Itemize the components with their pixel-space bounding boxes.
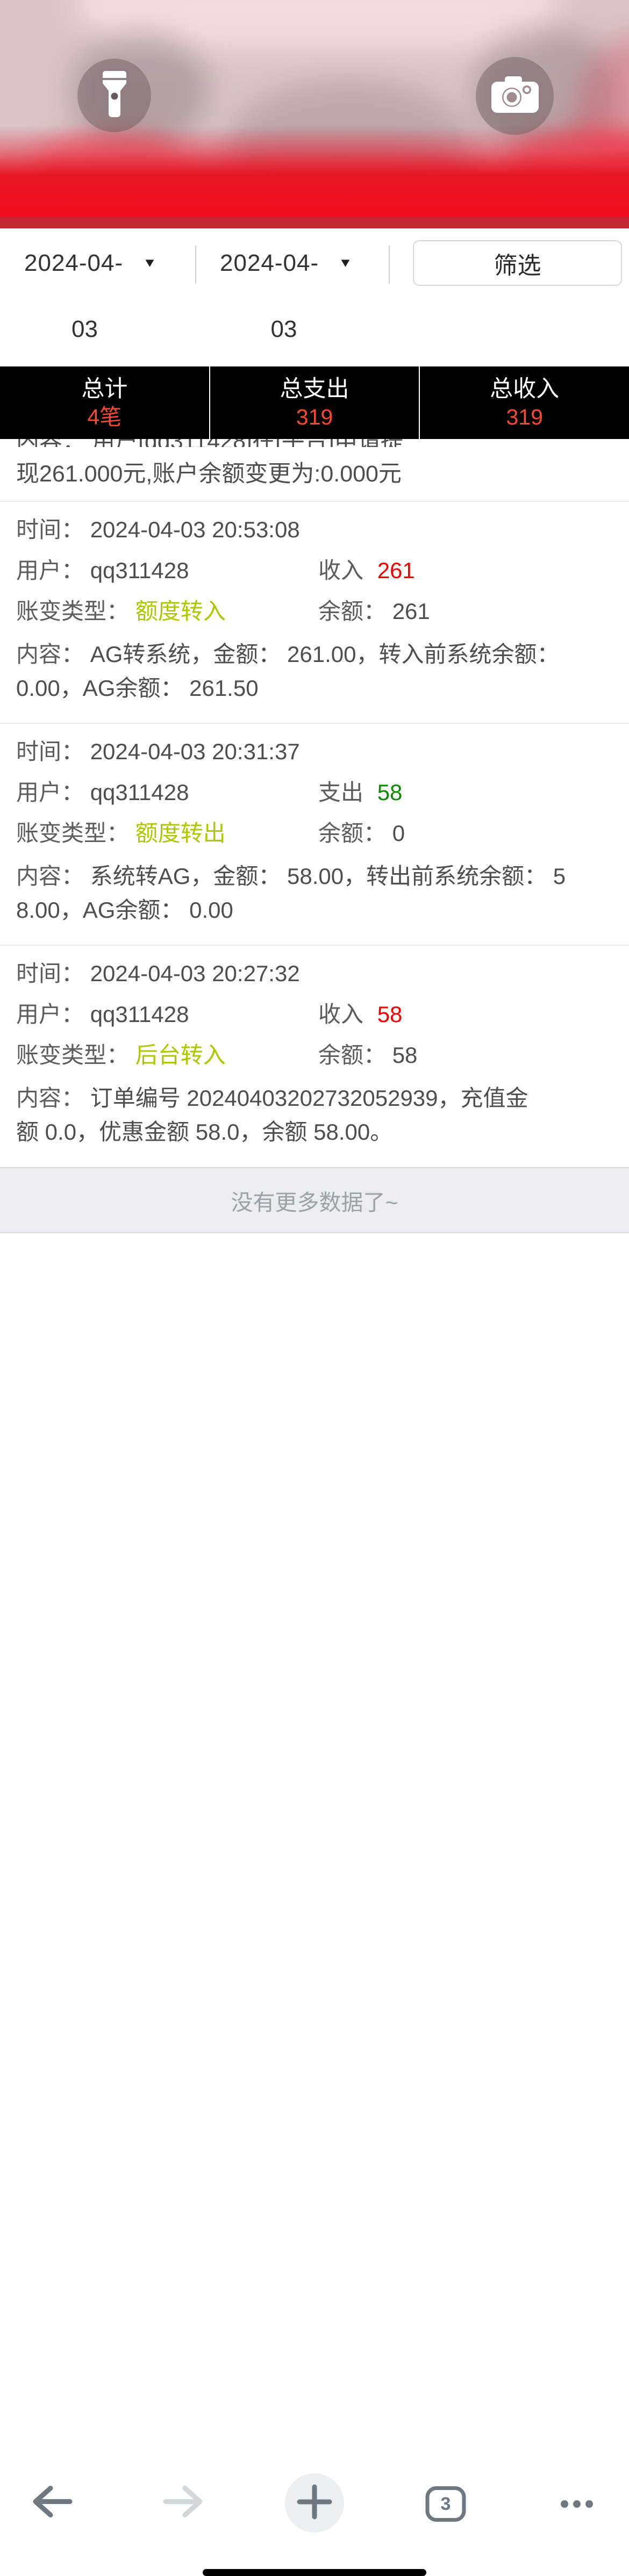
summary-bar: 总计 4笔 总支出 319 总收入 319 [0, 366, 629, 439]
summary-income-label: 总收入 [490, 376, 560, 402]
user-label: 用户： [16, 558, 84, 583]
summary-expense: 总支出 319 [209, 366, 419, 439]
flow-label: 支出 [318, 780, 364, 805]
tab-count: 3 [440, 2493, 451, 2514]
date-from-value: 2024-04- [24, 249, 124, 276]
record-item: 时间： 2024-04-03 20:27:32 用户： qq311428 收入 … [0, 945, 629, 1167]
clipped-text-line: 内容： 用户[qq311428]在[平台]申请提 [16, 439, 613, 447]
partial-record: 内容： 用户[qq311428]在[平台]申请提 现261.000元,账户余额变… [0, 439, 629, 501]
flashlight-icon [102, 71, 126, 120]
summary-total-value: 4笔 [87, 405, 122, 429]
date-to-day: 03 [270, 316, 297, 342]
date-from-select[interactable]: 2024-04- ▼ [24, 240, 157, 286]
flow-value: 261 [377, 558, 415, 583]
dot [573, 2500, 581, 2508]
camera-icon [490, 75, 540, 117]
no-more-data-text: 没有更多数据了~ [231, 1190, 398, 1215]
tabs-button[interactable]: 3 [425, 2486, 466, 2522]
content-label: 内容： [16, 864, 84, 889]
forward-arrow-icon [161, 2486, 205, 2522]
caret-down-icon: ▼ [142, 256, 157, 270]
summary-total: 总计 4笔 [0, 366, 209, 439]
flashlight-button[interactable] [77, 59, 151, 132]
camera-button[interactable] [476, 57, 554, 135]
change-type-label: 账变类型： [16, 1042, 130, 1068]
back-arrow-icon [30, 2486, 74, 2522]
time-label: 时间： [16, 739, 84, 764]
balance-label: 余额： [318, 1042, 387, 1068]
record-content: 内容： 订单编号 20240403202732052939，充值金 额 0.0，… [16, 1085, 528, 1145]
dot [585, 2500, 593, 2508]
no-more-data-banner: 没有更多数据了~ [0, 1167, 629, 1233]
time-label: 时间： [16, 961, 84, 986]
time-value: 2024-04-03 20:27:32 [90, 961, 300, 986]
change-type-value: 额度转出 [135, 821, 226, 846]
balance-value: 0 [392, 821, 405, 846]
summary-expense-label: 总支出 [280, 376, 349, 402]
home-indicator[interactable] [203, 2569, 426, 2576]
change-type-label: 账变类型： [16, 821, 130, 846]
summary-income-value: 319 [506, 405, 543, 429]
time-label: 时间： [16, 517, 84, 542]
balance-value: 58 [392, 1042, 418, 1068]
flow-value: 58 [377, 780, 403, 805]
filter-bar: 2024-04- ▼ 2024-04- ▼ 筛选 03 03 [0, 228, 629, 366]
change-type-value: 额度转入 [135, 599, 226, 624]
divider [389, 246, 390, 284]
record-content: 内容： 系统转AG，金额： 58.00，转出前系统余额： 5 8.00，AG余额… [16, 864, 566, 923]
add-button[interactable] [285, 2473, 344, 2532]
record-item: 时间： 2024-04-03 20:31:37 用户： qq311428 支出 … [0, 723, 629, 945]
summary-expense-value: 319 [296, 405, 333, 429]
filter-button[interactable]: 筛选 [413, 240, 622, 286]
balance-label: 余额： [318, 821, 387, 846]
change-type-label: 账变类型： [16, 599, 130, 624]
record-item: 时间： 2024-04-03 20:53:08 用户： qq311428 收入 … [0, 501, 629, 723]
user-label: 用户： [16, 780, 84, 805]
records-list: 内容： 用户[qq311428]在[平台]申请提 现261.000元,账户余额变… [0, 439, 629, 1167]
date-from-day: 03 [72, 316, 98, 342]
forward-button[interactable] [161, 2484, 205, 2522]
change-type-value: 后台转入 [135, 1042, 226, 1068]
time-value: 2024-04-03 20:53:08 [90, 517, 300, 542]
record-content: 内容： AG转系统，金额： 261.00，转入前系统余额： 0.00，AG余额：… [16, 642, 560, 701]
user-value: qq311428 [90, 558, 189, 583]
user-value: qq311428 [90, 780, 189, 805]
summary-total-label: 总计 [81, 376, 128, 402]
user-label: 用户： [16, 1002, 84, 1027]
date-to-select[interactable]: 2024-04- ▼ [220, 240, 353, 286]
plus-icon [295, 2483, 334, 2524]
dark-red-strip [0, 217, 629, 228]
flow-value: 58 [377, 1002, 403, 1027]
divider [195, 246, 196, 284]
content-label: 内容： [16, 1085, 84, 1111]
partial-record-text: 现261.000元,账户余额变更为:0.000元 [16, 461, 402, 487]
back-button[interactable] [30, 2484, 74, 2522]
caret-down-icon: ▼ [338, 256, 353, 270]
more-menu-button[interactable] [561, 2500, 593, 2508]
flow-label: 收入 [318, 558, 364, 583]
balance-label: 余额： [318, 599, 387, 624]
time-value: 2024-04-03 20:31:37 [90, 739, 300, 764]
date-to-value: 2024-04- [220, 249, 319, 276]
content-label: 内容： [16, 642, 84, 667]
browser-toolbar: 3 [0, 1233, 629, 2576]
dot [561, 2500, 568, 2508]
user-value: qq311428 [90, 1002, 189, 1027]
balance-value: 261 [392, 599, 430, 624]
red-gradient-band [0, 0, 629, 228]
summary-income: 总收入 319 [419, 366, 629, 439]
flow-label: 收入 [318, 1002, 364, 1027]
camera-overlay-header [0, 0, 629, 228]
